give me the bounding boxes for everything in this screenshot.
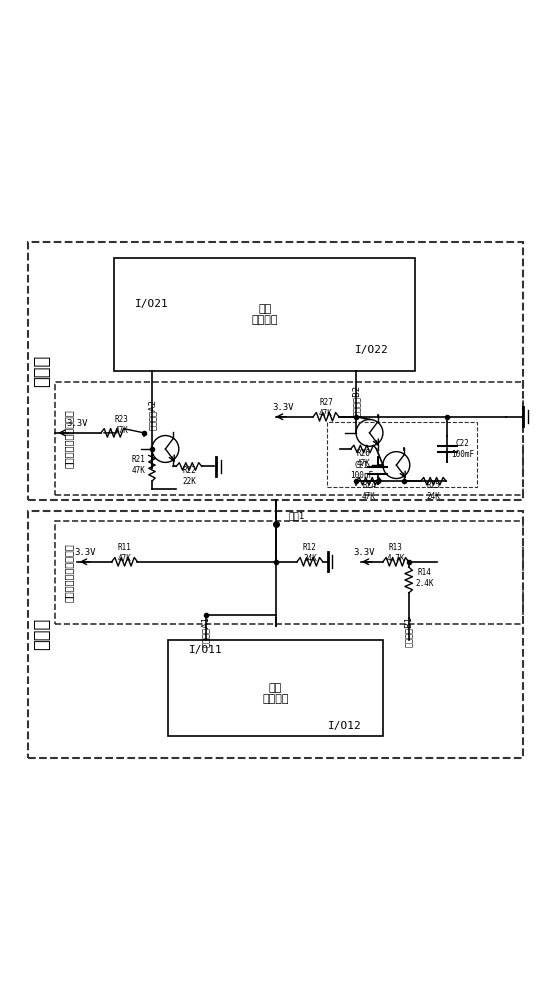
Text: R14
2.4K: R14 2.4K bbox=[415, 568, 434, 588]
Text: 接收端: 接收端 bbox=[33, 355, 51, 387]
Text: R11
47K: R11 47K bbox=[117, 543, 132, 563]
Text: 逻辑电平A1: 逻辑电平A1 bbox=[201, 616, 210, 647]
Text: R13
4.7K: R13 4.7K bbox=[387, 543, 405, 563]
Text: I/O21: I/O21 bbox=[135, 299, 169, 309]
Text: 3.3V: 3.3V bbox=[353, 548, 375, 557]
Text: 第二
微控制器: 第二 微控制器 bbox=[251, 304, 278, 325]
Text: I/O11: I/O11 bbox=[189, 645, 223, 655]
Text: R12
24K: R12 24K bbox=[303, 543, 317, 563]
Text: R25
24K: R25 24K bbox=[426, 481, 440, 501]
Text: 3.3V: 3.3V bbox=[273, 403, 294, 412]
Text: 3.3V: 3.3V bbox=[74, 548, 95, 557]
Text: 逻辑电平A2: 逻辑电平A2 bbox=[148, 399, 156, 430]
Text: 3.3V: 3.3V bbox=[66, 419, 88, 428]
Text: 逻辑电平信号叠加电路: 逻辑电平信号叠加电路 bbox=[64, 543, 74, 602]
Text: I/O12: I/O12 bbox=[328, 721, 362, 731]
Text: 第一
微控制器: 第一 微控制器 bbox=[262, 683, 289, 704]
Text: 发送端: 发送端 bbox=[33, 618, 51, 650]
Text: 逻辑电平B2: 逻辑电平B2 bbox=[352, 385, 360, 416]
Text: C21
100nF: C21 100nF bbox=[350, 461, 373, 480]
Text: R24
47K: R24 47K bbox=[362, 481, 376, 501]
Text: 逻辑电平B1: 逻辑电平B1 bbox=[404, 616, 413, 647]
Text: R26
47K: R26 47K bbox=[356, 449, 370, 468]
Text: 节点1: 节点1 bbox=[289, 512, 305, 521]
Text: 逻辑电平信号分离电路: 逻辑电平信号分离电路 bbox=[64, 409, 74, 468]
Text: R27
47K: R27 47K bbox=[319, 398, 333, 418]
Text: R21
47K: R21 47K bbox=[132, 455, 145, 475]
Text: R22
22K: R22 22K bbox=[182, 466, 196, 486]
Text: C22
100mF: C22 100mF bbox=[451, 439, 474, 459]
Text: I/O22: I/O22 bbox=[355, 345, 389, 355]
Text: R23
47K: R23 47K bbox=[115, 415, 128, 435]
